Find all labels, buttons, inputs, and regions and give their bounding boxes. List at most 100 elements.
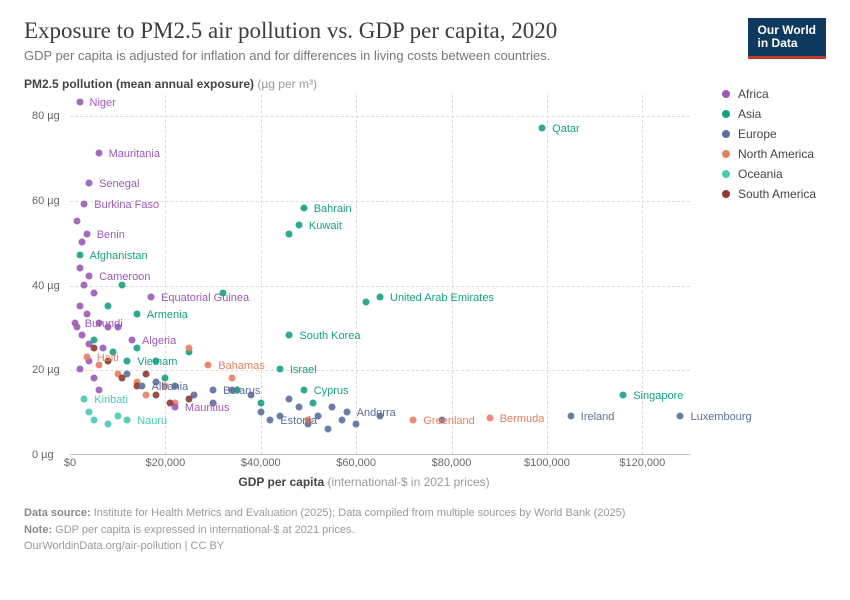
data-point[interactable]	[105, 421, 112, 428]
data-point[interactable]	[124, 417, 131, 424]
data-point[interactable]	[78, 332, 85, 339]
data-point[interactable]	[229, 374, 236, 381]
data-point[interactable]	[300, 205, 307, 212]
data-point[interactable]	[162, 383, 169, 390]
data-point[interactable]	[105, 323, 112, 330]
data-point[interactable]	[329, 404, 336, 411]
data-point[interactable]	[95, 150, 102, 157]
legend-item[interactable]: Europe	[722, 127, 826, 141]
data-point[interactable]	[439, 417, 446, 424]
data-point[interactable]	[229, 387, 236, 394]
data-point[interactable]	[276, 412, 283, 419]
data-point[interactable]	[276, 366, 283, 373]
data-point[interactable]	[81, 201, 88, 208]
data-point[interactable]	[620, 391, 627, 398]
data-point[interactable]	[567, 412, 574, 419]
data-point[interactable]	[74, 218, 81, 225]
data-point[interactable]	[76, 366, 83, 373]
data-point[interactable]	[362, 298, 369, 305]
data-point[interactable]	[677, 412, 684, 419]
data-point[interactable]	[286, 332, 293, 339]
data-point[interactable]	[76, 99, 83, 106]
data-point[interactable]	[105, 357, 112, 364]
data-point[interactable]	[152, 391, 159, 398]
data-point[interactable]	[152, 379, 159, 386]
data-point[interactable]	[248, 391, 255, 398]
data-point[interactable]	[86, 179, 93, 186]
legend-item[interactable]: Asia	[722, 107, 826, 121]
data-point[interactable]	[76, 302, 83, 309]
data-point[interactable]	[267, 417, 274, 424]
data-point[interactable]	[338, 417, 345, 424]
data-point[interactable]	[81, 395, 88, 402]
data-point[interactable]	[410, 417, 417, 424]
data-point[interactable]	[219, 290, 226, 297]
data-point[interactable]	[210, 387, 217, 394]
data-point[interactable]	[76, 251, 83, 258]
data-point[interactable]	[81, 281, 88, 288]
data-point[interactable]	[78, 239, 85, 246]
data-point[interactable]	[257, 400, 264, 407]
data-point[interactable]	[210, 400, 217, 407]
data-point[interactable]	[286, 230, 293, 237]
data-point[interactable]	[143, 391, 150, 398]
data-point[interactable]	[138, 383, 145, 390]
data-point[interactable]	[286, 395, 293, 402]
data-point[interactable]	[90, 336, 97, 343]
data-point[interactable]	[71, 319, 78, 326]
data-point[interactable]	[148, 294, 155, 301]
data-point[interactable]	[114, 323, 121, 330]
data-point[interactable]	[295, 404, 302, 411]
data-point[interactable]	[133, 345, 140, 352]
data-point[interactable]	[105, 302, 112, 309]
data-point[interactable]	[129, 336, 136, 343]
data-point[interactable]	[90, 345, 97, 352]
data-point[interactable]	[539, 124, 546, 131]
data-point[interactable]	[114, 412, 121, 419]
legend-item[interactable]: North America	[722, 147, 826, 161]
data-point[interactable]	[377, 294, 384, 301]
data-point[interactable]	[95, 319, 102, 326]
legend-item[interactable]: Africa	[722, 87, 826, 101]
data-point[interactable]	[186, 395, 193, 402]
data-point[interactable]	[86, 273, 93, 280]
data-point[interactable]	[86, 408, 93, 415]
data-point[interactable]	[305, 417, 312, 424]
data-point[interactable]	[90, 290, 97, 297]
data-point[interactable]	[90, 417, 97, 424]
data-point[interactable]	[119, 374, 126, 381]
data-point[interactable]	[343, 408, 350, 415]
data-point[interactable]	[83, 230, 90, 237]
scatter-plot[interactable]: NigerMauritaniaSenegalBurkina FasoBeninA…	[70, 95, 690, 455]
data-point[interactable]	[119, 281, 126, 288]
data-point[interactable]	[152, 357, 159, 364]
data-point[interactable]	[315, 412, 322, 419]
data-point[interactable]	[353, 421, 360, 428]
data-point[interactable]	[295, 222, 302, 229]
data-point[interactable]	[124, 357, 131, 364]
data-point[interactable]	[486, 415, 493, 422]
data-point[interactable]	[162, 374, 169, 381]
data-point[interactable]	[95, 362, 102, 369]
data-point[interactable]	[324, 425, 331, 432]
data-point[interactable]	[90, 374, 97, 381]
legend-item[interactable]: Oceania	[722, 167, 826, 181]
data-point[interactable]	[310, 400, 317, 407]
data-point[interactable]	[377, 412, 384, 419]
data-point[interactable]	[76, 264, 83, 271]
data-point[interactable]	[171, 404, 178, 411]
data-point[interactable]	[133, 311, 140, 318]
data-point[interactable]	[143, 370, 150, 377]
data-point[interactable]	[171, 383, 178, 390]
data-point[interactable]	[186, 345, 193, 352]
y-axis-title-unit: (µg per m³)	[257, 77, 317, 91]
data-point[interactable]	[205, 362, 212, 369]
data-point[interactable]	[83, 353, 90, 360]
data-point[interactable]	[100, 345, 107, 352]
data-point[interactable]	[83, 311, 90, 318]
legend-item[interactable]: South America	[722, 187, 826, 201]
data-point[interactable]	[109, 349, 116, 356]
data-point[interactable]	[95, 387, 102, 394]
data-point[interactable]	[257, 408, 264, 415]
data-point[interactable]	[300, 387, 307, 394]
